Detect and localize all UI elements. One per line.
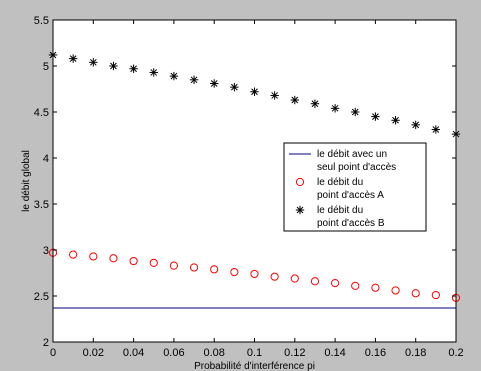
series-2-point-13-stroke-3 xyxy=(311,100,319,108)
x-tick-label-10: 0.2 xyxy=(448,347,463,359)
series-2-point-5 xyxy=(149,68,158,77)
series-1-point-9 xyxy=(230,267,239,277)
axis-ticks: 0 0.02 0.04 0.06 0.08 0.1 0.12 0.14 0.16 0.18 0.2 2… xyxy=(34,15,464,359)
legend-label-0-line-1: seul point d'accès xyxy=(317,162,396,173)
series-1-point-4 xyxy=(129,256,138,266)
series-2-point-7 xyxy=(189,75,199,84)
x-tick-label-9: 0.18 xyxy=(405,347,426,359)
series-2-point-19-stroke-3 xyxy=(432,126,440,133)
series-2-point-11-stroke-3 xyxy=(271,92,279,99)
series-2-point-2-stroke-3 xyxy=(89,58,97,66)
series-2-point-10 xyxy=(250,87,259,96)
series-2-point-4-stroke-3 xyxy=(130,65,137,73)
legend-swatch-2 xyxy=(295,205,305,215)
series-2-point-14 xyxy=(330,104,340,113)
series-2-point-8-stroke-3 xyxy=(210,80,218,87)
y-tick-label-3: 3.5 xyxy=(34,199,49,211)
series-1-point-19 xyxy=(431,290,440,300)
y-tick-label-4: 4 xyxy=(43,153,49,165)
series-1-point-14 xyxy=(331,279,340,288)
series-2-point-14-stroke-3 xyxy=(331,104,339,112)
y-tick-label-0: 2 xyxy=(43,337,49,349)
series-2-point-19 xyxy=(431,125,441,134)
series-2-point-3 xyxy=(109,61,118,71)
series-1-point-12 xyxy=(290,274,299,283)
series-1-point-6 xyxy=(169,261,178,270)
series-2-point-7-stroke-3 xyxy=(190,76,198,84)
series-2-point-3-stroke-3 xyxy=(110,62,117,70)
series-1-point-2 xyxy=(89,252,98,261)
x-tick-label-7: 0.14 xyxy=(324,347,345,359)
legend-swatch-1 xyxy=(295,177,305,187)
x-tick-label-0: 0 xyxy=(50,347,56,359)
series-1-point-13 xyxy=(310,277,320,286)
series-2-point-12-stroke-3 xyxy=(291,96,299,104)
series-2-point-17-stroke-3 xyxy=(392,116,399,124)
series-1-point-17 xyxy=(391,286,400,295)
x-tick-label-3: 0.06 xyxy=(163,347,184,359)
series-1-point-5 xyxy=(149,258,158,267)
y-tick-label-7: 5.5 xyxy=(34,15,49,27)
series-2-point-12 xyxy=(290,95,299,105)
series-2-point-17 xyxy=(391,116,400,125)
x-tick-label-4: 0.08 xyxy=(203,347,224,359)
series-2-point-8 xyxy=(210,79,219,88)
series-2-point-1-stroke-3 xyxy=(69,55,77,62)
series-2-point-9-stroke-3 xyxy=(230,83,238,91)
legend-swatch-2-stroke-3 xyxy=(296,206,304,214)
series-2-point-6-stroke-3 xyxy=(170,72,178,80)
x-tick-label-2: 0.04 xyxy=(123,347,144,359)
legend-label-2-line-0: le débit du xyxy=(317,205,363,216)
legend-label-1-line-1: point d'accès A xyxy=(317,190,384,201)
legend: le débit avec un seul point d'accès le déb… xyxy=(283,142,427,232)
y-tick-label-2: 3 xyxy=(43,245,49,257)
x-tick-label-6: 0.12 xyxy=(284,347,305,359)
y-tick-label-5: 4.5 xyxy=(34,107,49,119)
series-2-point-11 xyxy=(270,91,279,100)
y-tick-label-1: 2.5 xyxy=(34,291,49,303)
series-2-point-16-stroke-3 xyxy=(372,113,379,120)
series-2-point-6 xyxy=(169,71,179,81)
series-2-point-1 xyxy=(68,54,78,63)
series-1-point-18 xyxy=(411,289,420,298)
series-2-point-18-stroke-3 xyxy=(412,121,420,129)
legend-label-1-line-0: le débit du xyxy=(317,177,363,188)
series-2-point-9 xyxy=(230,82,239,92)
x-tick-label-8: 0.16 xyxy=(365,347,386,359)
series-1-point-10 xyxy=(250,269,259,279)
series-2-point-13 xyxy=(310,99,320,108)
series-2-point-2 xyxy=(89,58,98,67)
series-2-point-5-stroke-3 xyxy=(150,69,158,76)
legend-box xyxy=(283,142,427,232)
series-1-point-1 xyxy=(69,250,78,259)
series-1-point-15 xyxy=(351,281,360,290)
series-2-point-15-stroke-3 xyxy=(351,108,359,116)
series-1-point-3 xyxy=(109,254,118,263)
x-tick-label-1: 0.02 xyxy=(83,347,104,359)
legend-label-0-line-0: le débit avec un xyxy=(317,149,387,160)
series-2-point-16 xyxy=(371,112,380,121)
y-axis-label: le débit global xyxy=(21,150,32,212)
series-1-point-11 xyxy=(270,272,279,281)
series-1-point-16 xyxy=(371,283,380,292)
x-tick-label-5: 0.1 xyxy=(247,347,262,359)
series-2-point-10-stroke-3 xyxy=(251,88,258,96)
legend-label-2-line-1: point d'accès B xyxy=(317,218,385,229)
y-tick-label-6: 5 xyxy=(43,61,49,73)
series-2-point-18 xyxy=(411,120,420,130)
series-1-point-7 xyxy=(189,263,199,272)
series-2-point-15 xyxy=(351,107,360,117)
series-2-point-4 xyxy=(129,64,138,73)
series-1-point-8 xyxy=(210,265,219,274)
x-axis-label: Probabilité d'interférence pi xyxy=(194,361,315,371)
